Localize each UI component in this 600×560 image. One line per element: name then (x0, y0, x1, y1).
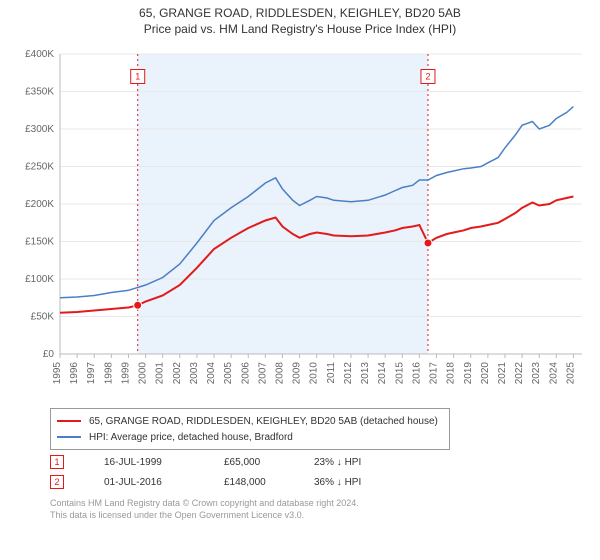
marker-date-2: 01-JUL-2016 (104, 477, 224, 488)
legend-swatch-pricepaid (57, 420, 81, 422)
title-line-1: 65, GRANGE ROAD, RIDDLESDEN, KEIGHLEY, B… (0, 6, 600, 20)
svg-text:2008: 2008 (274, 362, 285, 385)
svg-text:1: 1 (135, 72, 140, 82)
svg-text:2005: 2005 (223, 362, 234, 385)
svg-text:2010: 2010 (309, 362, 320, 385)
svg-text:2: 2 (425, 72, 430, 82)
svg-text:2004: 2004 (206, 362, 217, 385)
footnote-line-1: Contains HM Land Registry data © Crown c… (50, 498, 359, 510)
svg-text:1996: 1996 (69, 362, 80, 385)
svg-text:£150K: £150K (25, 237, 54, 248)
marker-price-1: £65,000 (224, 457, 314, 468)
svg-text:2012: 2012 (343, 362, 354, 385)
svg-text:2002: 2002 (172, 362, 183, 385)
svg-text:2016: 2016 (411, 362, 422, 385)
svg-text:2024: 2024 (548, 362, 559, 385)
svg-text:2023: 2023 (531, 362, 542, 385)
svg-text:2003: 2003 (189, 362, 200, 385)
svg-text:£0: £0 (43, 349, 55, 360)
footnote-line-2: This data is licensed under the Open Gov… (50, 510, 359, 522)
legend-swatch-hpi (57, 436, 81, 438)
chart-container: £0 £50K £100K £150K £200K £250K £300K £350K £400… (8, 44, 592, 402)
svg-text:2014: 2014 (377, 362, 388, 385)
marker-date-1: 16-JUL-1999 (104, 457, 224, 468)
svg-text:2022: 2022 (514, 362, 525, 385)
svg-text:2000: 2000 (138, 362, 149, 385)
svg-text:£100K: £100K (25, 274, 54, 285)
svg-text:2015: 2015 (394, 362, 405, 385)
svg-text:£350K: £350K (25, 87, 54, 98)
svg-text:2020: 2020 (480, 362, 491, 385)
marker-badge-1: 1 (50, 455, 64, 469)
legend: 65, GRANGE ROAD, RIDDLESDEN, KEIGHLEY, B… (50, 408, 450, 450)
svg-text:1997: 1997 (86, 362, 97, 385)
marker-price-2: £148,000 (224, 477, 314, 488)
svg-text:2025: 2025 (565, 362, 576, 385)
marker-row-2: 2 01-JUL-2016 £148,000 36% ↓ HPI (50, 472, 404, 492)
legend-label-pricepaid: 65, GRANGE ROAD, RIDDLESDEN, KEIGHLEY, B… (89, 416, 438, 427)
svg-text:2006: 2006 (240, 362, 251, 385)
svg-text:1999: 1999 (120, 362, 131, 385)
legend-row-hpi: HPI: Average price, detached house, Brad… (57, 429, 443, 445)
marker-delta-1: 23% ↓ HPI (314, 457, 404, 468)
svg-text:2009: 2009 (292, 362, 303, 385)
svg-text:£200K: £200K (25, 199, 54, 210)
svg-text:2007: 2007 (257, 362, 268, 385)
price-chart: £0 £50K £100K £150K £200K £250K £300K £350K £400… (8, 44, 592, 402)
svg-text:2001: 2001 (155, 362, 166, 385)
markers-table: 1 16-JUL-1999 £65,000 23% ↓ HPI 2 01-JUL… (50, 452, 404, 492)
marker-delta-2: 36% ↓ HPI (314, 477, 404, 488)
svg-text:2013: 2013 (360, 362, 371, 385)
footnote: Contains HM Land Registry data © Crown c… (50, 498, 359, 521)
svg-text:£400K: £400K (25, 49, 54, 60)
svg-text:1995: 1995 (52, 362, 63, 385)
svg-text:2019: 2019 (463, 362, 474, 385)
svg-text:£300K: £300K (25, 124, 54, 135)
svg-text:£250K: £250K (25, 162, 54, 173)
legend-row-pricepaid: 65, GRANGE ROAD, RIDDLESDEN, KEIGHLEY, B… (57, 413, 443, 429)
svg-text:2018: 2018 (446, 362, 457, 385)
legend-label-hpi: HPI: Average price, detached house, Brad… (89, 432, 293, 443)
svg-text:£50K: £50K (31, 312, 55, 323)
title-line-2: Price paid vs. HM Land Registry's House … (0, 22, 600, 36)
svg-text:1998: 1998 (103, 362, 114, 385)
marker-row-1: 1 16-JUL-1999 £65,000 23% ↓ HPI (50, 452, 404, 472)
marker-badge-2: 2 (50, 475, 64, 489)
svg-text:2011: 2011 (326, 362, 337, 384)
chart-title-block: 65, GRANGE ROAD, RIDDLESDEN, KEIGHLEY, B… (0, 0, 600, 36)
svg-text:2017: 2017 (429, 362, 440, 385)
svg-text:2021: 2021 (497, 362, 508, 385)
